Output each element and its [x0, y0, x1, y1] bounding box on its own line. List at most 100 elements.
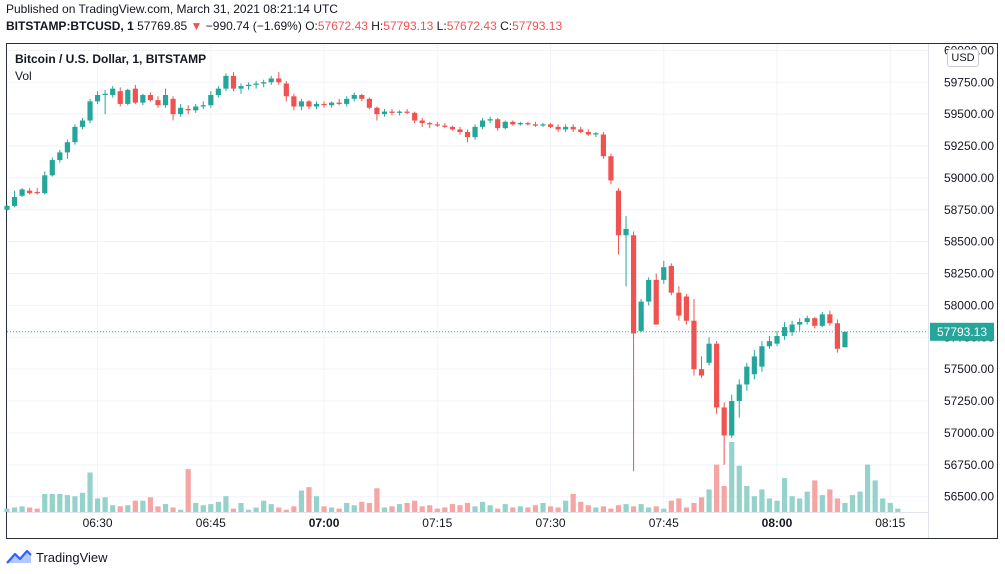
volume-bar	[396, 504, 403, 512]
candle-body	[517, 123, 523, 125]
candle-body	[668, 265, 674, 293]
candle-body	[449, 126, 456, 130]
volume-bar	[706, 489, 712, 512]
candle-body	[291, 96, 297, 107]
volume-bar	[857, 491, 863, 512]
volume-bar	[162, 504, 169, 512]
y-tick-label: 59250.00	[944, 139, 994, 153]
candle-body	[245, 84, 252, 87]
tradingview-logo-icon	[6, 549, 32, 564]
published-line: Published on TradingView.com, March 31, …	[6, 2, 338, 16]
candle-body	[321, 103, 327, 106]
candle-body	[759, 346, 765, 367]
y-tick-label: 59750.00	[944, 75, 994, 89]
tradingview-brand[interactable]: TradingView	[6, 549, 108, 565]
candle-body	[789, 324, 795, 333]
volume-bar	[427, 505, 433, 512]
candle-body	[510, 121, 516, 125]
volume-bar	[117, 506, 123, 512]
candle-body	[615, 190, 622, 236]
current-price-label: 57793.13	[937, 325, 987, 339]
candle-body	[396, 111, 403, 113]
volume-bar	[638, 504, 644, 512]
candle-body	[464, 131, 471, 138]
currency-button[interactable]: USD	[947, 49, 979, 67]
candle-body	[359, 95, 365, 99]
volume-bar	[555, 507, 561, 512]
x-tick-label: 06:45	[196, 516, 226, 530]
y-tick-label: 57500.00	[944, 362, 994, 376]
volume-bar	[102, 497, 108, 512]
down-arrow-icon: ▼	[190, 19, 203, 33]
volume-bar	[381, 507, 388, 512]
candle-body	[495, 119, 501, 129]
volume-bar	[4, 508, 10, 512]
candle-body	[412, 112, 418, 121]
volume-bar	[547, 506, 554, 512]
candle-body	[706, 343, 712, 363]
volume-bar	[472, 506, 478, 512]
volume-bar	[170, 507, 176, 512]
volume-bar	[208, 504, 214, 512]
candle-body	[178, 107, 184, 115]
candle-body	[155, 100, 161, 106]
volume-bar	[834, 498, 841, 512]
volume-bar	[178, 509, 184, 512]
candle-body	[110, 88, 116, 96]
volume-bar	[283, 509, 289, 512]
volume-bar	[87, 472, 93, 512]
y-tick-label: 57250.00	[944, 394, 994, 408]
candle-body	[253, 83, 259, 85]
volume-bar	[276, 507, 282, 512]
candle-body	[683, 296, 690, 321]
volume-bar	[64, 495, 70, 512]
candle-body	[223, 75, 229, 89]
current-price-badge	[930, 322, 994, 341]
volume-legend[interactable]: Vol	[15, 69, 32, 83]
candle-body	[532, 124, 539, 126]
y-tick-label: 56750.00	[944, 458, 994, 472]
volume-bar	[630, 506, 637, 512]
volume-bar	[329, 507, 335, 512]
volume-bar	[487, 505, 493, 512]
candle-body	[140, 95, 146, 103]
volume-bar	[155, 506, 161, 512]
volume-bar	[261, 500, 267, 512]
volume-bar	[389, 506, 395, 512]
candle-body	[162, 95, 169, 106]
candle-body	[751, 356, 757, 375]
volume-bar	[193, 502, 199, 512]
candle-body	[336, 102, 342, 104]
volume-bar	[442, 507, 448, 512]
candle-body	[661, 267, 667, 280]
volume-bar	[230, 508, 237, 512]
volume-bar	[789, 496, 795, 512]
candle-body	[268, 78, 274, 83]
price-change: −990.74 (−1.69%)	[205, 19, 302, 33]
volume-bar	[517, 506, 523, 512]
candle-body	[381, 111, 388, 115]
x-tick-label: 07:30	[536, 516, 566, 530]
candle-body	[729, 401, 735, 436]
volume-bar	[479, 501, 486, 512]
volume-bar	[865, 464, 871, 512]
candle-body	[215, 88, 221, 96]
candle-body	[827, 314, 833, 324]
candle-body	[563, 126, 569, 130]
candle-body	[72, 126, 78, 143]
volume-bar	[34, 508, 40, 512]
series-legend[interactable]: Bitcoin / U.S. Dollar, 1, BITSTAMP	[15, 52, 207, 66]
volume-bar	[812, 480, 818, 512]
candle-body	[42, 175, 48, 194]
candle-body	[638, 301, 644, 331]
candle-body	[555, 126, 561, 130]
volume-bar	[532, 505, 539, 512]
candle-body	[344, 98, 350, 104]
candle-body	[600, 134, 606, 157]
candle-body	[593, 133, 599, 135]
candle-body	[502, 121, 508, 129]
volume-bar	[268, 504, 274, 512]
volume-bar	[298, 490, 305, 512]
volume-bar	[653, 506, 659, 512]
